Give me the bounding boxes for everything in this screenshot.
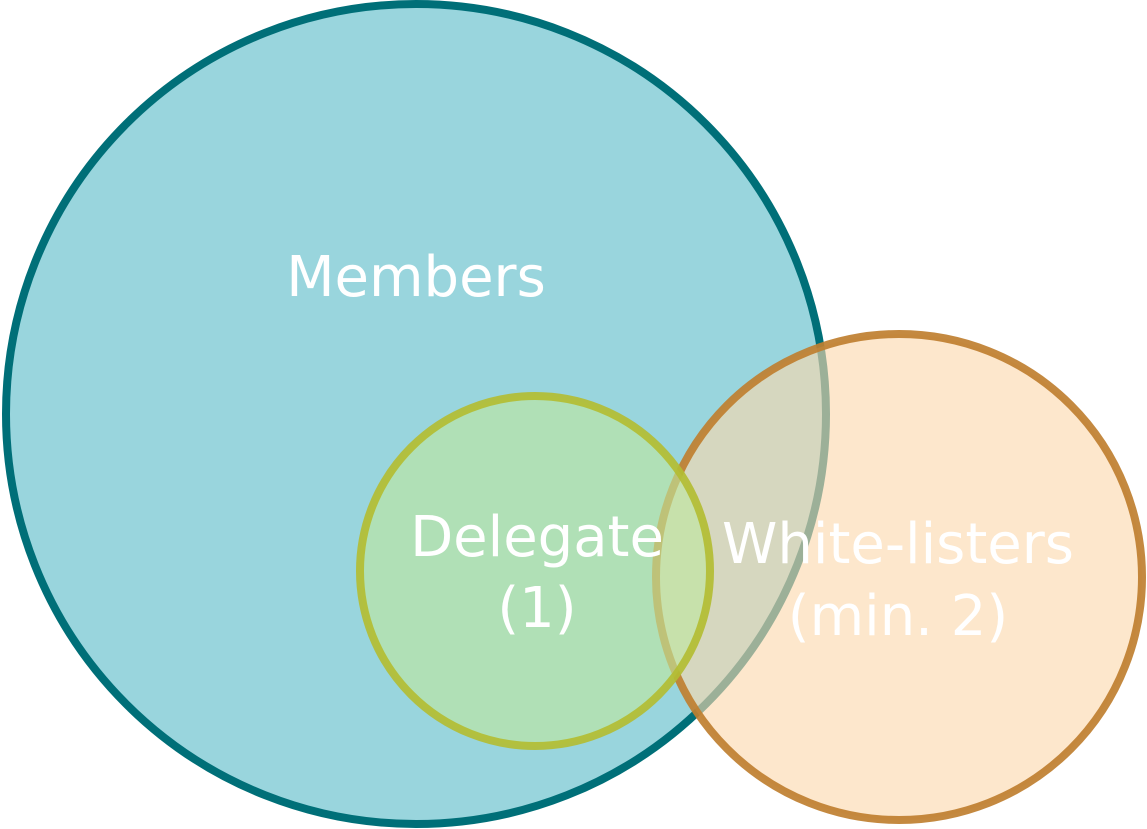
delegate-label-line1: Delegate	[410, 505, 664, 570]
whitelisters-label-line1: White-listers	[722, 512, 1074, 577]
delegate-circle	[356, 392, 714, 750]
delegate-label-line2: (1)	[497, 576, 576, 641]
members-label: Members	[286, 245, 546, 310]
whitelisters-label-line2: (min. 2)	[788, 584, 1009, 649]
